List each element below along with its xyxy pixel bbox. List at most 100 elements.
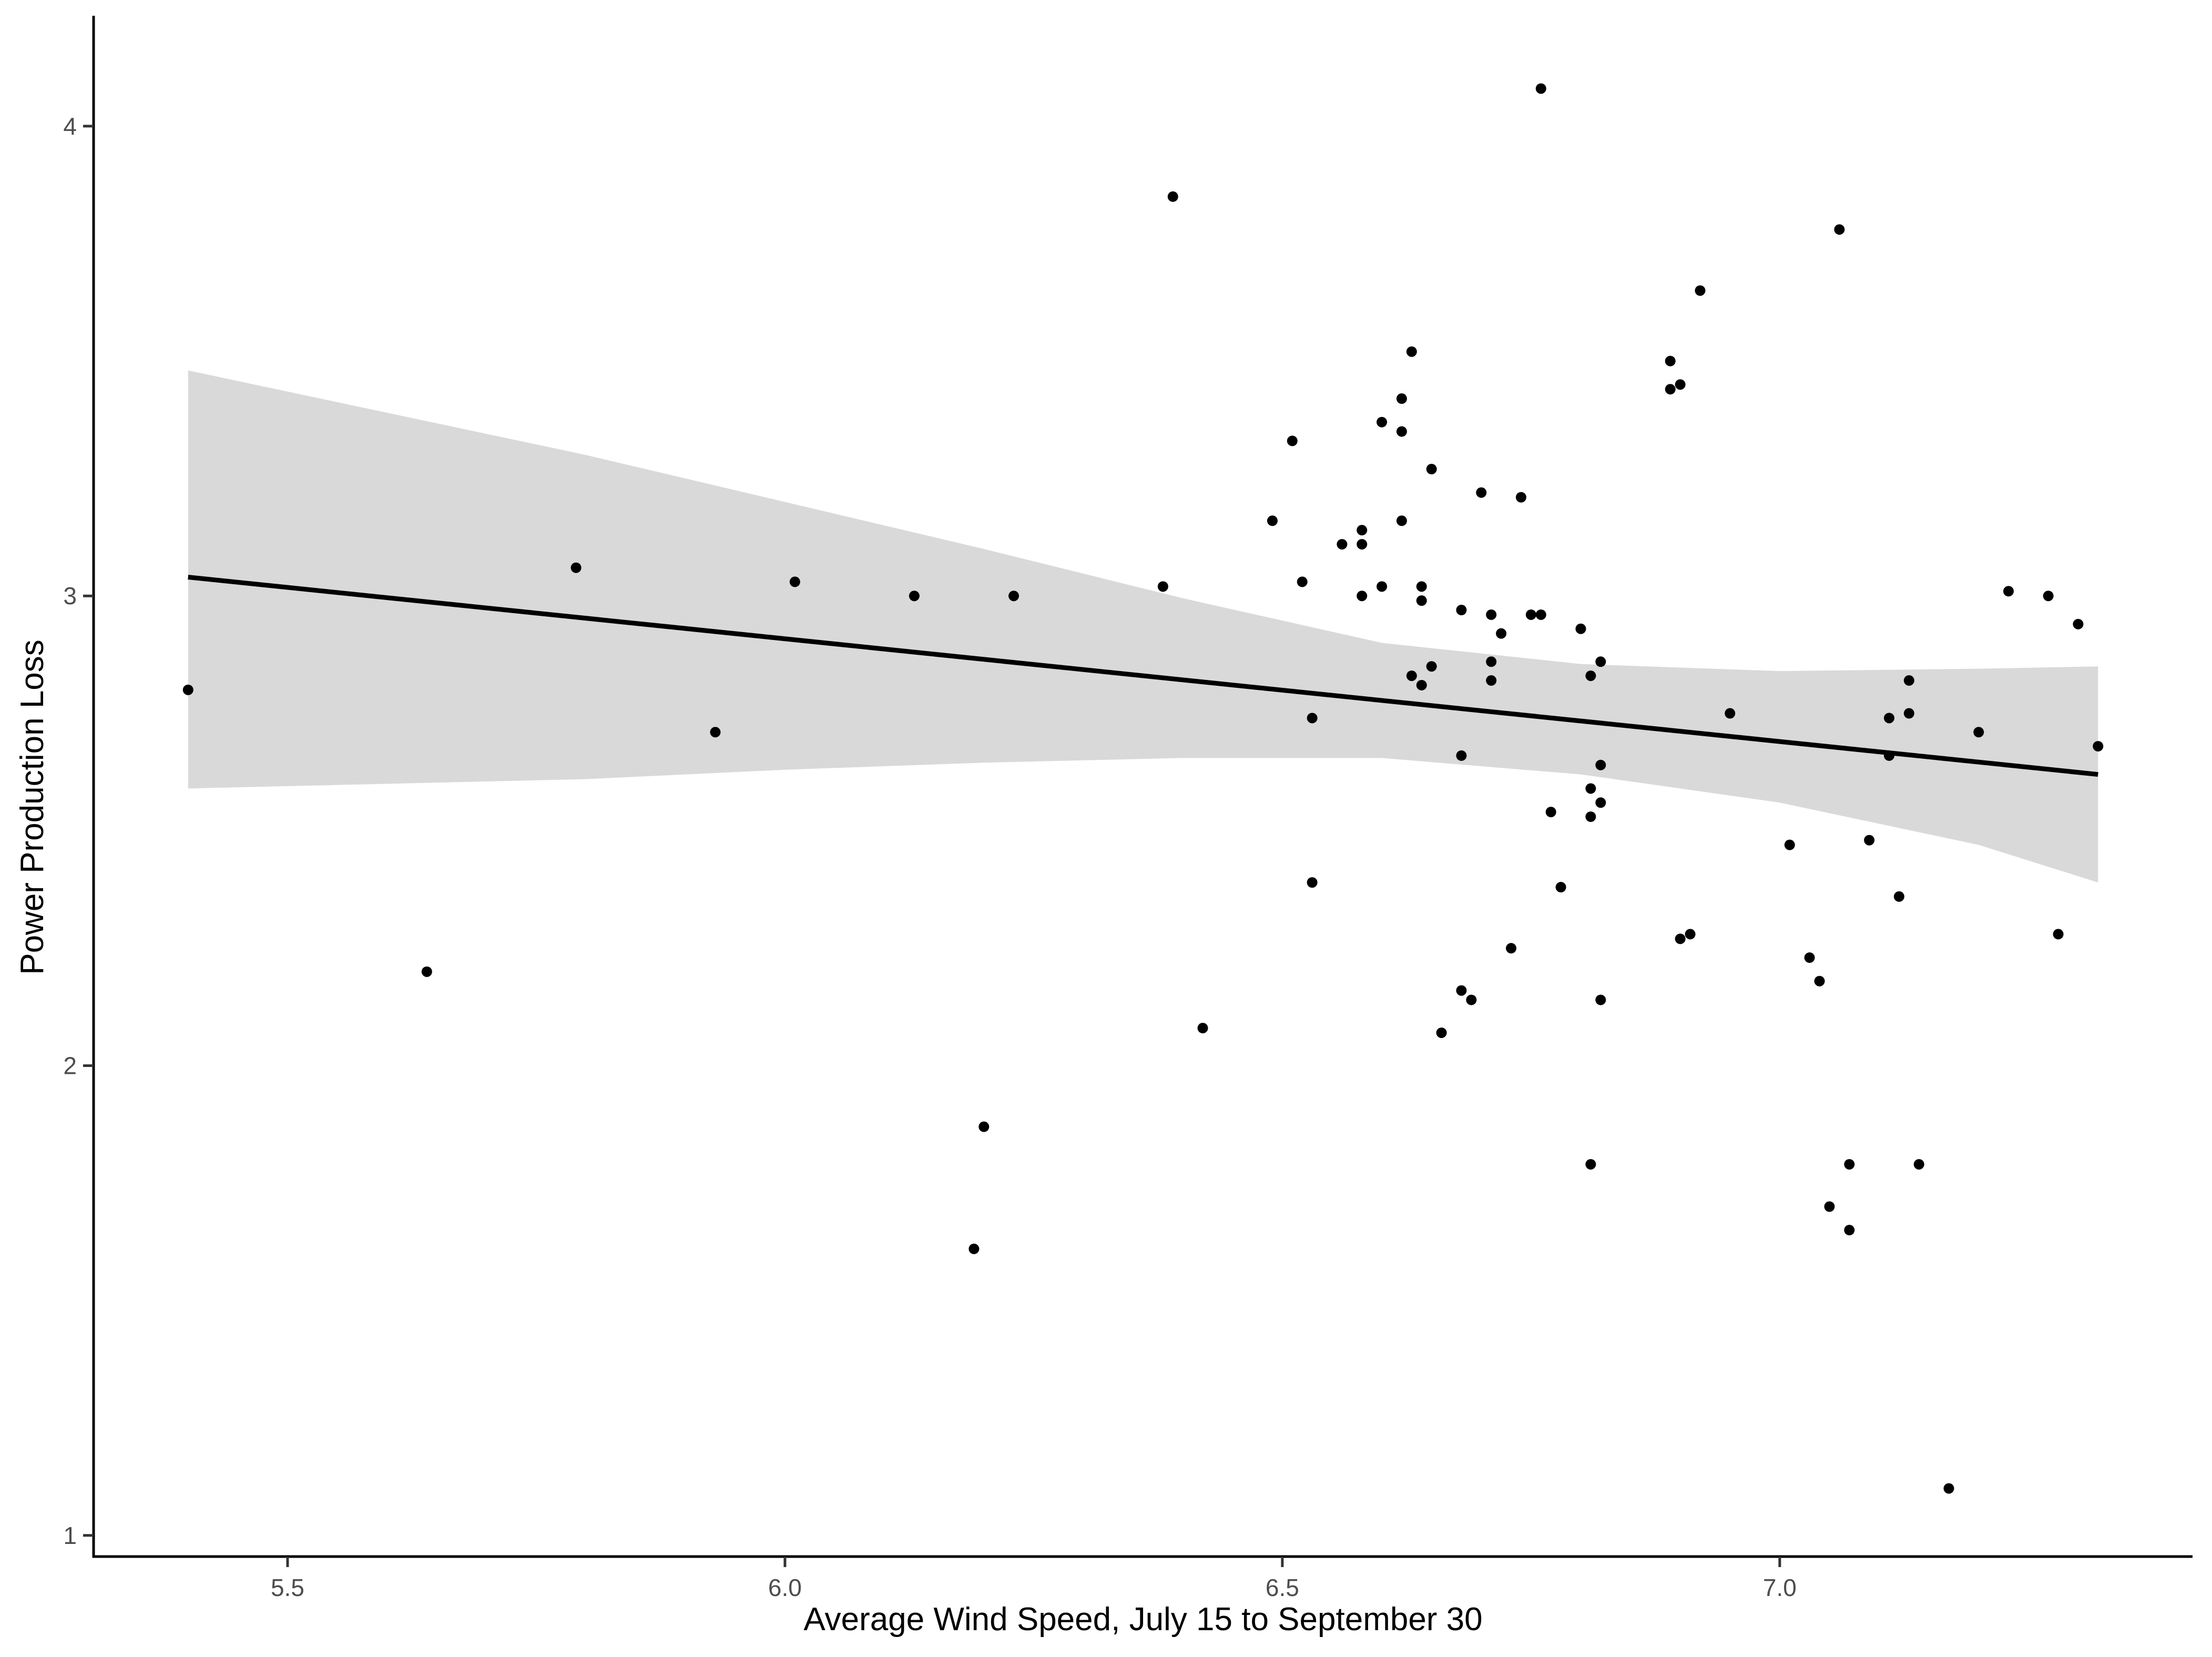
data-point bbox=[1595, 656, 1606, 667]
data-point bbox=[2043, 591, 2054, 602]
y-tick-label: 3 bbox=[63, 582, 77, 609]
data-point bbox=[1406, 670, 1417, 682]
data-point bbox=[1486, 675, 1497, 686]
data-point bbox=[1307, 713, 1318, 724]
data-point bbox=[1426, 464, 1437, 475]
data-point bbox=[1416, 595, 1427, 606]
data-point bbox=[1357, 538, 1368, 550]
x-axis-ticks: 5.5 6.0 6.5 7.0 bbox=[271, 1557, 1797, 1601]
data-point bbox=[1456, 750, 1467, 761]
data-point bbox=[1357, 591, 1368, 602]
data-point bbox=[1416, 679, 1427, 690]
data-point bbox=[1585, 783, 1596, 794]
data-point bbox=[421, 966, 432, 977]
data-point bbox=[1416, 581, 1427, 592]
data-point bbox=[1595, 759, 1606, 770]
data-point bbox=[1337, 538, 1348, 550]
data-point bbox=[1426, 661, 1437, 672]
data-point bbox=[1357, 525, 1368, 536]
data-point bbox=[1893, 891, 1904, 902]
data-point bbox=[2073, 618, 2084, 629]
data-point bbox=[1675, 933, 1686, 944]
data-point bbox=[1287, 435, 1298, 446]
data-point bbox=[1197, 1023, 1208, 1034]
data-point bbox=[1396, 393, 1407, 404]
data-point bbox=[1267, 515, 1278, 526]
y-tick-label: 2 bbox=[63, 1052, 77, 1080]
data-point bbox=[1883, 713, 1894, 724]
data-point bbox=[1585, 1159, 1596, 1170]
data-point bbox=[1903, 708, 1914, 719]
data-point bbox=[1008, 591, 1020, 602]
data-point bbox=[1307, 877, 1318, 888]
data-point bbox=[1834, 224, 1845, 235]
data-point bbox=[1406, 346, 1417, 357]
y-axis-ticks: 1 2 3 4 bbox=[63, 113, 94, 1549]
data-point bbox=[1595, 797, 1606, 808]
y-tick-label: 1 bbox=[63, 1522, 77, 1549]
data-point bbox=[1456, 985, 1467, 996]
data-point bbox=[2093, 741, 2104, 752]
data-point bbox=[1883, 750, 1894, 761]
trend-line-layer bbox=[188, 575, 2098, 777]
data-point bbox=[1784, 839, 1795, 850]
data-point bbox=[1535, 83, 1546, 94]
data-point bbox=[1824, 1201, 1835, 1212]
data-point bbox=[1973, 727, 1984, 738]
data-point bbox=[1665, 355, 1676, 367]
data-point bbox=[1725, 708, 1736, 719]
data-point bbox=[1665, 384, 1676, 395]
data-point bbox=[969, 1243, 980, 1254]
data-point bbox=[1486, 656, 1497, 667]
data-point bbox=[1466, 994, 1477, 1005]
data-point bbox=[1585, 811, 1596, 822]
regression-line bbox=[188, 575, 2098, 777]
data-point bbox=[1595, 994, 1606, 1005]
data-point bbox=[182, 684, 193, 695]
data-point bbox=[570, 562, 582, 573]
data-point bbox=[1515, 492, 1526, 503]
data-point bbox=[1157, 581, 1168, 592]
data-point bbox=[1535, 609, 1546, 620]
data-point bbox=[978, 1121, 990, 1132]
data-point bbox=[1496, 628, 1507, 639]
data-point bbox=[1585, 670, 1596, 682]
data-point bbox=[1476, 487, 1487, 498]
data-point bbox=[1396, 515, 1407, 526]
data-point bbox=[1297, 576, 1308, 587]
y-tick-label: 4 bbox=[63, 113, 77, 140]
data-point bbox=[1377, 416, 1388, 428]
y-axis-title: Power Production Loss bbox=[14, 639, 50, 975]
data-point bbox=[1844, 1159, 1855, 1170]
data-point bbox=[1804, 952, 1815, 963]
axes-layer bbox=[92, 16, 2193, 1558]
data-point bbox=[1675, 379, 1686, 390]
data-point bbox=[1555, 882, 1566, 893]
data-point bbox=[1943, 1483, 1954, 1494]
data-point bbox=[1695, 285, 1706, 296]
data-point bbox=[2003, 586, 2014, 597]
data-point bbox=[909, 591, 920, 602]
data-point bbox=[1456, 605, 1467, 616]
data-point bbox=[789, 576, 800, 587]
data-point bbox=[1436, 1027, 1447, 1038]
x-tick-label: 7.0 bbox=[1763, 1574, 1797, 1601]
data-point bbox=[1685, 929, 1696, 940]
x-tick-label: 6.5 bbox=[1266, 1574, 1299, 1601]
data-point bbox=[1545, 807, 1556, 818]
data-point bbox=[1506, 943, 1517, 954]
data-point bbox=[1486, 609, 1497, 620]
data-point bbox=[1167, 191, 1178, 202]
x-tick-label: 6.0 bbox=[768, 1574, 802, 1601]
data-point bbox=[2053, 929, 2064, 940]
data-points-layer bbox=[182, 83, 2104, 1494]
data-point bbox=[1844, 1225, 1855, 1236]
x-tick-label: 5.5 bbox=[271, 1574, 304, 1601]
data-point bbox=[1913, 1159, 1924, 1170]
x-axis-title: Average Wind Speed, July 15 to September… bbox=[803, 1601, 1482, 1638]
data-point bbox=[710, 727, 721, 738]
data-point bbox=[1575, 623, 1586, 634]
data-point bbox=[1814, 975, 1825, 987]
data-point bbox=[1396, 426, 1407, 437]
